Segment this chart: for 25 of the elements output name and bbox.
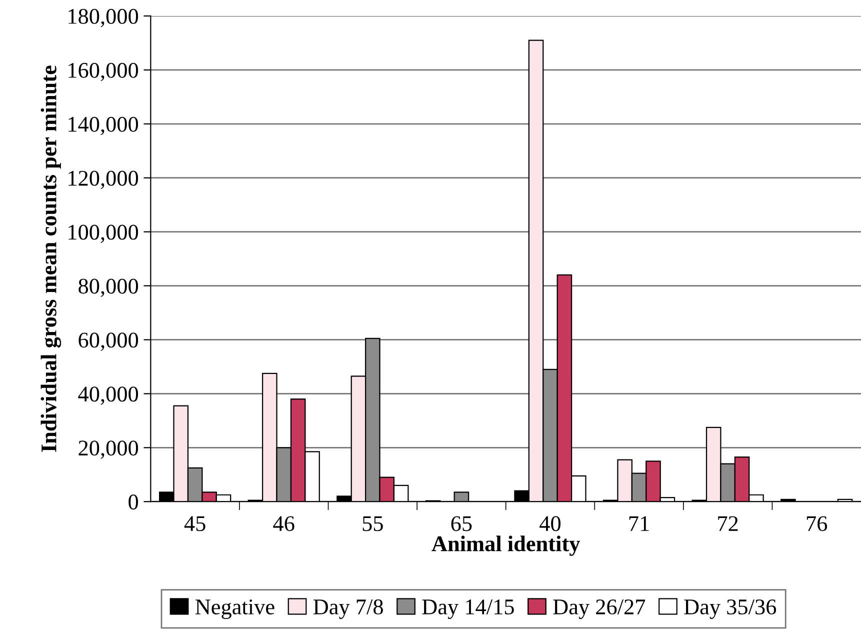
y-tick-label: 20,000 [78,440,138,459]
y-tick-label: 120,000 [68,170,138,189]
y-tick-label: 100,000 [68,224,138,243]
y-tick-label: 0 [128,494,138,510]
y-tick-label: 140,000 [68,116,138,136]
legend-label: Day 14/15 [422,600,514,619]
legend-label: Day 7/8 [313,599,383,619]
legend-label: Negative [195,599,274,619]
y-tick-label: 180,000 [68,8,138,28]
y-tick-label: 60,000 [78,332,138,351]
x-axis-title: Animal identity [432,536,580,556]
x-tick-label: 55 [362,516,383,532]
x-tick-label: 46 [273,516,294,532]
y-axis-title: Individual gross mean counts per minute [40,66,62,452]
x-tick-label: 40 [540,516,560,532]
x-tick-label: 76 [806,516,828,532]
legend-label: Day 26/27 [553,599,646,619]
legend-label: Day 35/36 [684,599,776,619]
y-tick-label: 40,000 [78,386,138,405]
y-tick-label: 80,000 [78,278,138,297]
x-tick-label: 45 [184,516,206,532]
x-tick-label: 65 [451,516,472,532]
y-tick-label: 160,000 [68,62,138,82]
x-tick-label: 72 [718,516,738,531]
x-tick-label: 71 [629,516,649,531]
